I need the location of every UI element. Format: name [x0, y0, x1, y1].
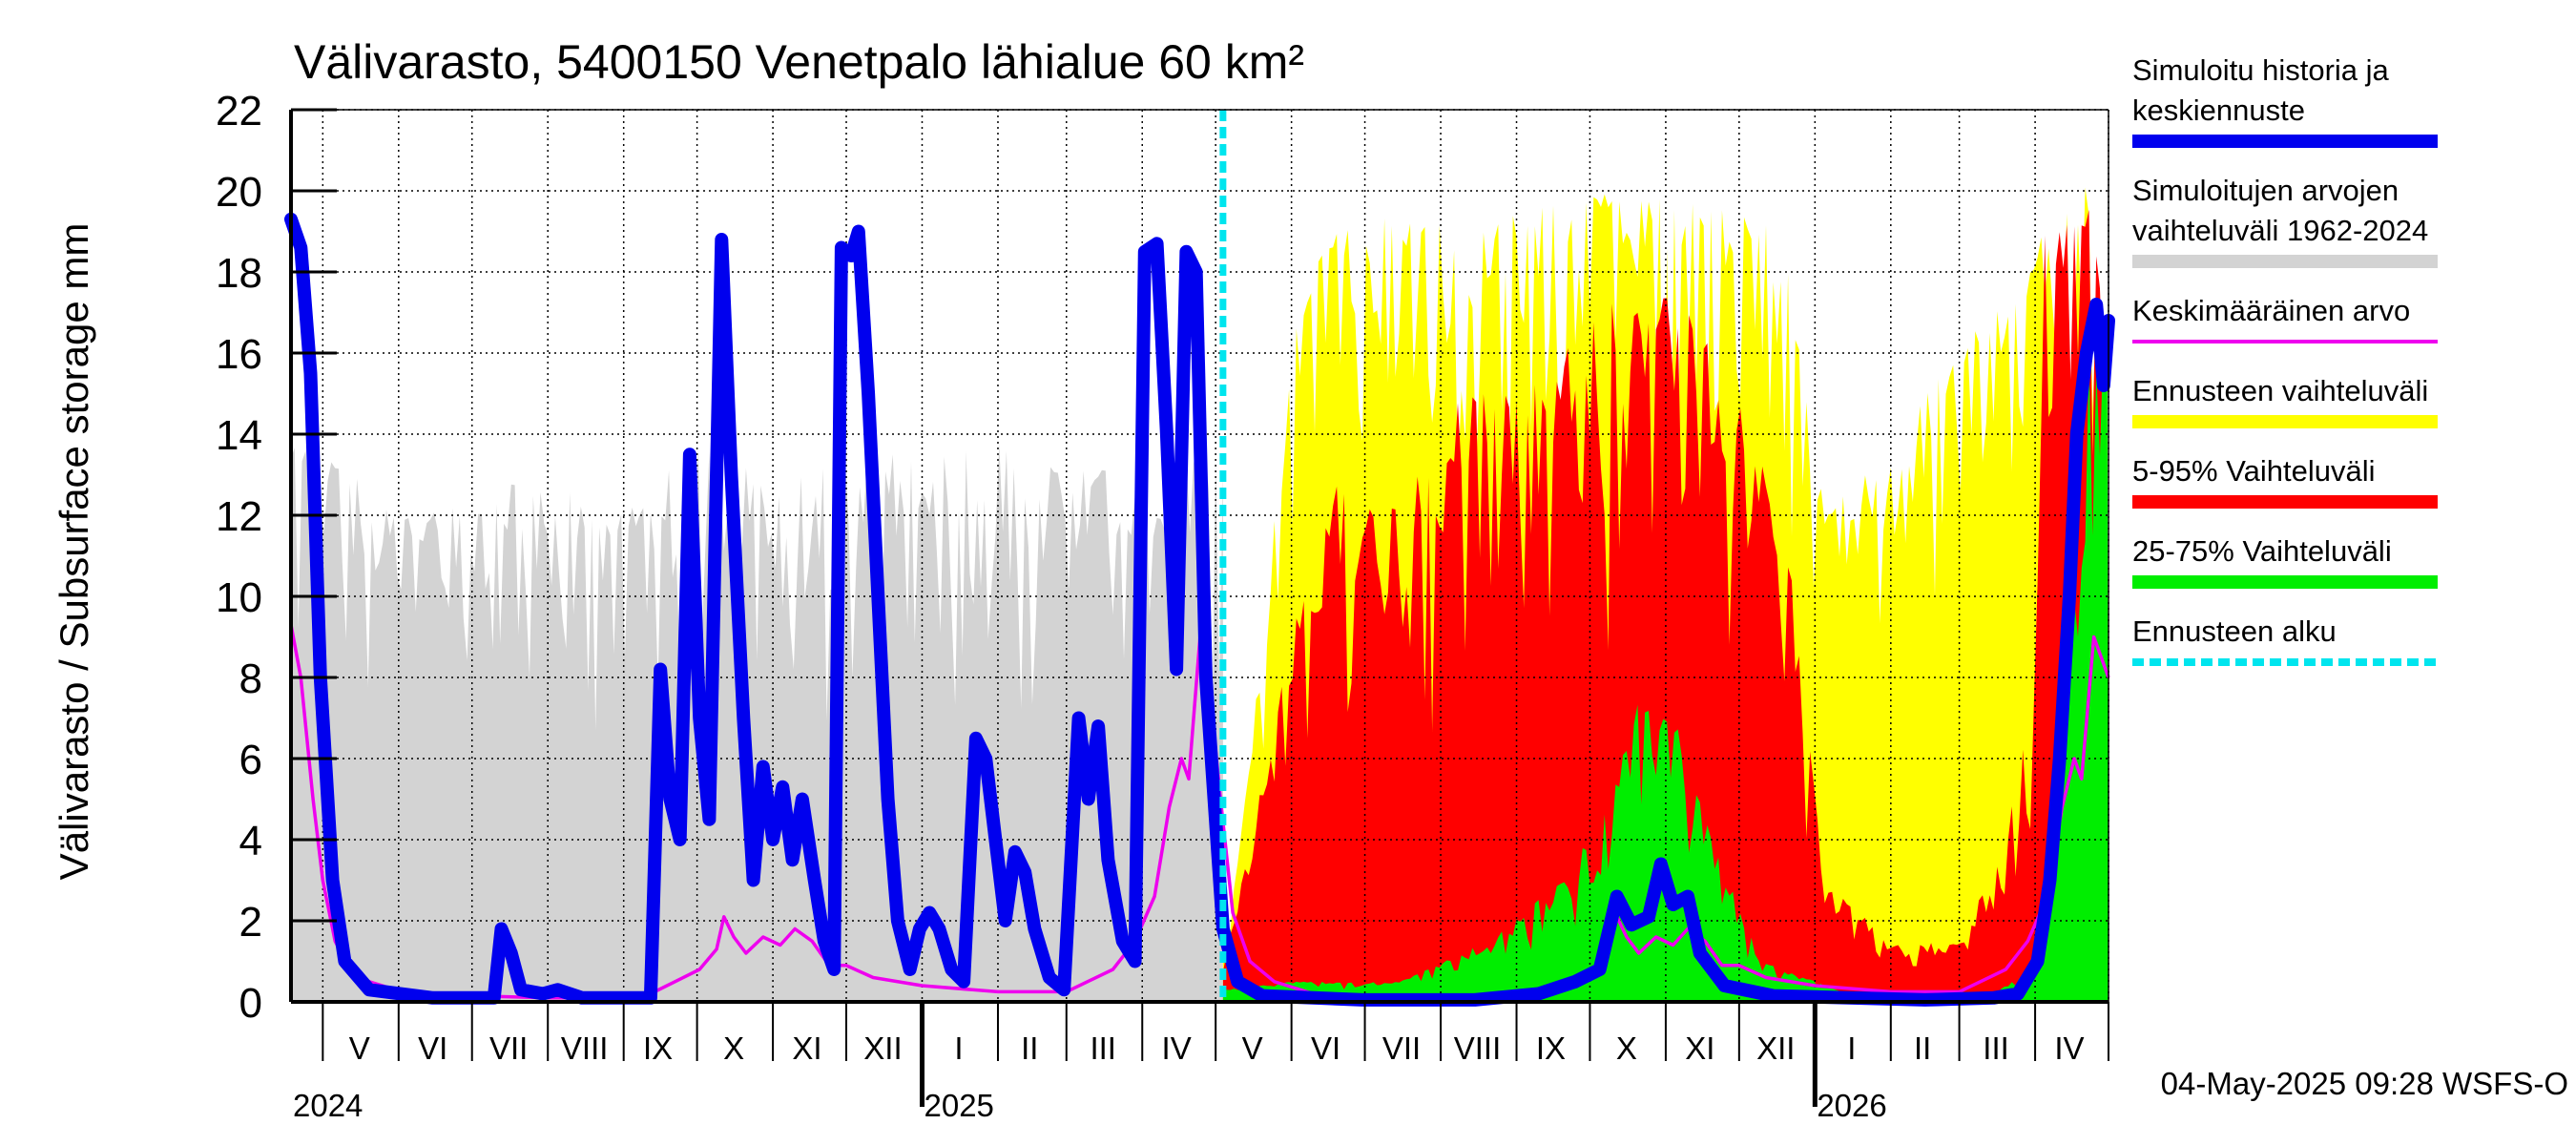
y-tick-label: 20 — [216, 169, 262, 216]
y-tick-label: 2 — [239, 899, 262, 946]
range-bands — [291, 187, 2109, 1003]
month-label: IV — [2054, 1030, 2084, 1066]
y-tick-label: 18 — [216, 250, 262, 297]
band-5-95-vaihteluv-li — [1222, 209, 2109, 1002]
y-tick-label: 8 — [239, 656, 262, 702]
legend-label: vaihteluväli 1962-2024 — [2132, 214, 2428, 247]
legend-label: Simuloitujen arvojen — [2132, 174, 2399, 207]
month-label: V — [349, 1030, 370, 1066]
timestamp-label: 04-May-2025 09:28 WSFS-O — [2161, 1066, 2568, 1101]
month-label: X — [1616, 1030, 1637, 1066]
month-label: VII — [489, 1030, 528, 1066]
legend-label: Ennusteen vaihteluväli — [2132, 374, 2428, 407]
legend-label: 25-75% Vaihteluväli — [2132, 534, 2392, 568]
x-axis: V VI VII VIII IX X XI XII I II III IV V VI VII VIII IX X X… — [293, 1002, 2109, 1123]
plot-frame — [289, 109, 2109, 1004]
y-tick-label: 16 — [216, 331, 262, 378]
month-label: IX — [643, 1030, 673, 1066]
month-label: I — [1847, 1030, 1856, 1066]
month-label: II — [1914, 1030, 1931, 1066]
month-label: IX — [1536, 1030, 1566, 1066]
year-label: 2024 — [293, 1088, 363, 1123]
month-label: XII — [863, 1030, 902, 1066]
month-label: VII — [1382, 1030, 1421, 1066]
month-label: VI — [1311, 1030, 1340, 1066]
legend: Simuloitu historia ja keskiennuste Simuloi… — [2132, 53, 2438, 666]
y-tick-label: 6 — [239, 737, 262, 783]
y-tick-label: 12 — [216, 493, 262, 540]
chart-title: Välivarasto, 5400150 Venetpalo lähialue … — [294, 35, 1304, 89]
y-tick-label: 22 — [216, 88, 262, 135]
month-label: IV — [1162, 1030, 1192, 1066]
year-label: 2025 — [924, 1088, 993, 1123]
year-label: 2026 — [1817, 1088, 1886, 1123]
month-label: II — [1021, 1030, 1038, 1066]
y-tick-label: 4 — [239, 818, 262, 864]
month-label: I — [954, 1030, 963, 1066]
y-axis-label: Välivarasto / Subsurface storage mm — [52, 223, 96, 881]
y-tick-label: 0 — [239, 980, 262, 1027]
month-label: VI — [418, 1030, 447, 1066]
legend-label: Simuloitu historia ja — [2132, 53, 2390, 87]
legend-label: Keskimääräinen arvo — [2132, 294, 2410, 327]
band-simuloitujen-arvojen-vaihteluv-li-1962-2024 — [291, 443, 1223, 1002]
y-tick-label: 10 — [216, 574, 262, 621]
month-label: VIII — [561, 1030, 609, 1066]
month-label: XII — [1756, 1030, 1795, 1066]
series-lines — [284, 110, 2115, 1007]
legend-label: keskiennuste — [2132, 94, 2305, 127]
month-label: XI — [1685, 1030, 1714, 1066]
y-tick-label: 14 — [216, 412, 262, 459]
legend-label: 5-95% Vaihteluväli — [2132, 454, 2375, 488]
y-axis: 0 2 4 6 8 10 12 14 16 18 20 22 — [216, 88, 337, 1027]
simulated-history-line — [284, 212, 2115, 1007]
month-label: V — [1242, 1030, 1263, 1066]
legend-label: Ennusteen alku — [2132, 614, 2337, 648]
month-label: III — [1090, 1030, 1116, 1066]
month-label: XI — [792, 1030, 821, 1066]
month-label: VIII — [1454, 1030, 1502, 1066]
month-label: III — [1983, 1030, 2009, 1066]
month-label: X — [723, 1030, 744, 1066]
